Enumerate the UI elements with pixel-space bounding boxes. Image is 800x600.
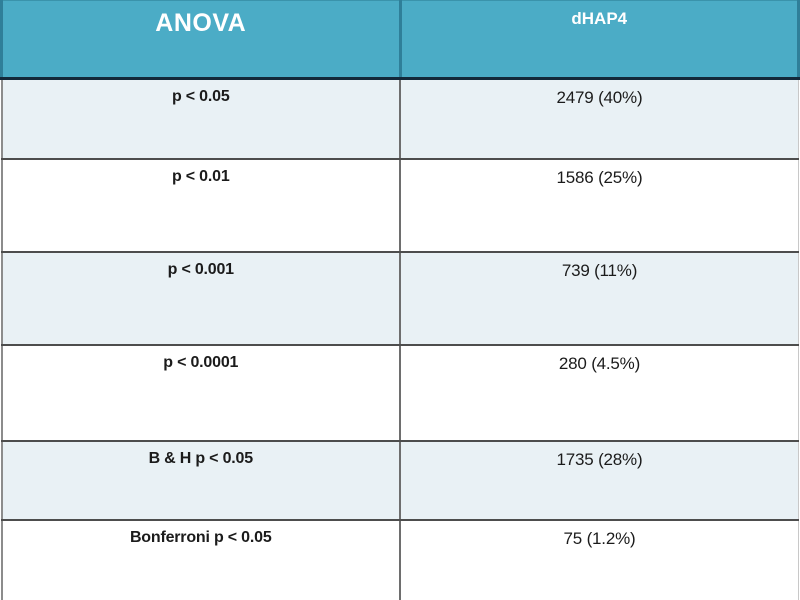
table-row: Bonferroni p < 0.05 75 (1.2%) (0, 519, 799, 600)
table-row: p < 0.05 2479 (40%) (0, 78, 799, 160)
gene-count-value: 2479 (40%) (399, 78, 799, 160)
gene-count-value: 280 (4.5%) (399, 344, 799, 442)
table-row: p < 0.0001 280 (4.5%) (0, 344, 799, 442)
p-threshold-label: p < 0.001 (0, 251, 400, 346)
gene-count-value: 75 (1.2%) (399, 519, 799, 600)
table-row: p < 0.01 1586 (25%) (0, 158, 799, 253)
header-cell-dhap4: dHAP4 (398, 0, 800, 80)
gene-count-value: 1735 (28%) (399, 440, 799, 521)
p-threshold-label: p < 0.01 (0, 158, 400, 253)
p-threshold-label: Bonferroni p < 0.05 (0, 519, 400, 600)
table-body: p < 0.05 2479 (40%) p < 0.01 1586 (25%) … (0, 78, 799, 600)
gene-count-value: 1586 (25%) (399, 158, 799, 253)
table-row: p < 0.001 739 (11%) (0, 251, 799, 346)
p-threshold-label: p < 0.05 (0, 78, 400, 160)
header-cell-anova: ANOVA (0, 0, 400, 80)
table-header: ANOVA dHAP4 (0, 0, 800, 80)
table-header-row: ANOVA dHAP4 (0, 0, 800, 80)
gene-count-value: 739 (11%) (399, 251, 799, 346)
p-threshold-label: B & H p < 0.05 (0, 440, 400, 521)
table-row: B & H p < 0.05 1735 (28%) (0, 440, 799, 521)
p-threshold-label: p < 0.0001 (0, 344, 400, 442)
